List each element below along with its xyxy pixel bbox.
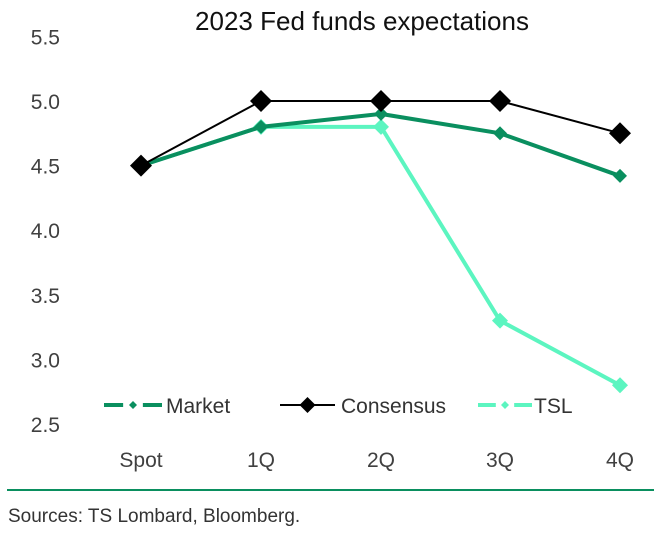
x-tick-label: 3Q — [486, 449, 514, 472]
x-tick-label: 4Q — [606, 449, 634, 472]
legend-label: TSL — [534, 395, 573, 418]
series-consensus — [130, 90, 631, 177]
data-point — [374, 106, 388, 121]
legend-item-consensus: Consensus — [280, 395, 446, 418]
data-point — [130, 154, 152, 177]
series-market — [134, 106, 627, 183]
legend-label: Market — [166, 395, 230, 418]
y-axis: 5.5 5.0 4.5 4.0 3.5 3.0 2.5 — [31, 26, 60, 437]
data-point — [254, 119, 268, 134]
data-point — [613, 168, 627, 183]
data-point — [250, 90, 272, 112]
legend: Market Consensus TSL — [104, 395, 573, 418]
x-axis: Spot 1Q 2Q 3Q 4Q — [119, 449, 634, 472]
data-point — [612, 377, 628, 394]
chart: 2023 Fed funds expectations 5.5 5.0 4.5 4.0… — [31, 6, 634, 472]
data-point — [609, 122, 631, 145]
source-note: Sources: TS Lombard, Bloomberg. — [8, 506, 301, 527]
legend-item-tsl: TSL — [478, 395, 573, 418]
x-tick-label: 1Q — [247, 449, 275, 472]
y-tick-label: 3.5 — [31, 285, 60, 308]
legend-marker — [501, 401, 509, 409]
data-point — [373, 118, 389, 135]
data-point — [492, 312, 508, 329]
series-line — [140, 124, 621, 388]
plot-area — [130, 90, 631, 394]
data-point — [493, 126, 507, 141]
footer-divider — [7, 489, 654, 491]
legend-label: Consensus — [341, 395, 446, 418]
x-tick-label: 2Q — [367, 449, 395, 472]
series-tsl — [133, 118, 628, 394]
y-tick-label: 2.5 — [31, 414, 60, 437]
legend-item-market: Market — [104, 395, 230, 418]
y-tick-label: 5.5 — [31, 26, 60, 49]
data-point — [489, 90, 511, 112]
data-point — [370, 90, 392, 112]
y-tick-label: 4.5 — [31, 156, 60, 179]
y-tick-label: 3.0 — [31, 349, 60, 372]
legend-marker — [129, 401, 137, 409]
chart-title: 2023 Fed funds expectations — [195, 6, 529, 36]
y-tick-label: 5.0 — [31, 91, 60, 114]
legend-marker — [299, 397, 316, 413]
y-tick-label: 4.0 — [31, 220, 60, 243]
x-tick-label: Spot — [119, 449, 162, 472]
